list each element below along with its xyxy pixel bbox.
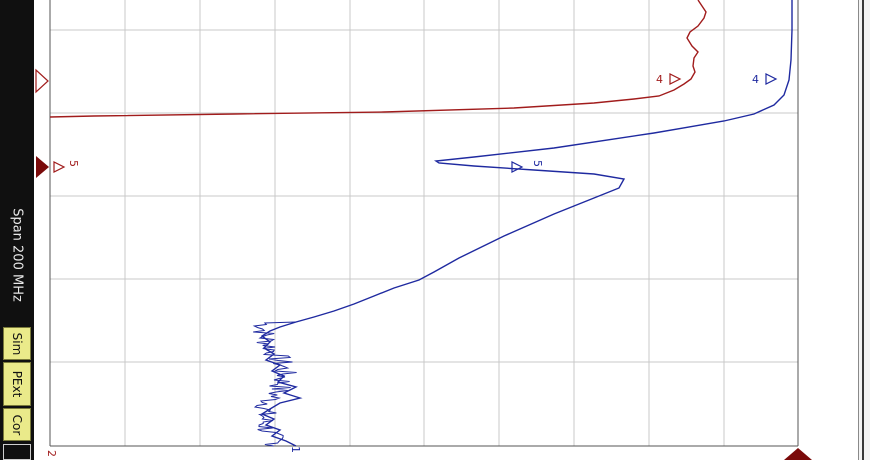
red-marker-4-label: 4 [656, 73, 663, 86]
empty-status-chip[interactable] [3, 444, 31, 460]
sim-toggle-label: Sim [10, 332, 24, 355]
trace-blue[interactable] [260, 0, 793, 447]
right-window-edge [858, 0, 870, 460]
right-edge-divider [862, 0, 864, 460]
red-marker-4[interactable]: 4 [656, 73, 682, 86]
blue-marker-4-triangle [765, 73, 778, 85]
end-marker-1-label: 1 [289, 446, 302, 453]
red-marker-4-triangle [669, 73, 682, 85]
bottom-tick-label: 2 [45, 450, 58, 457]
left-marker-5-label: 5 [67, 160, 80, 167]
left-marker-outline[interactable] [35, 68, 49, 94]
span-label: Span 200 MHz [9, 208, 25, 302]
left-marker-5[interactable]: 5 [36, 156, 80, 178]
trace-red[interactable] [49, 0, 707, 118]
left-marker-5-triangle [36, 156, 49, 178]
blue-marker-5-label: 5 [531, 160, 544, 167]
left-status-sidebar: Span 200 MHz Sim PExt Cor [0, 0, 34, 460]
pext-toggle-button[interactable]: PExt [3, 362, 31, 406]
plot-background [34, 0, 858, 460]
blue-marker-5-triangle [511, 161, 524, 173]
left-marker-5-outline [53, 161, 66, 173]
blue-marker-4-label: 4 [752, 73, 759, 86]
left-marker-outline-triangle [35, 68, 49, 94]
trace-plot[interactable]: 4 4 5 5 1 2 [34, 0, 858, 460]
sim-toggle-button[interactable]: Sim [3, 327, 31, 360]
pext-toggle-label: PExt [10, 370, 24, 398]
blue-marker-5[interactable]: 5 [511, 160, 544, 173]
bottom-right-marker[interactable] [784, 448, 812, 460]
cor-toggle-label: Cor [10, 414, 24, 435]
plot-grid [49, 0, 798, 446]
cor-toggle-button[interactable]: Cor [3, 408, 31, 441]
trace-blue-noise [252, 321, 297, 447]
blue-marker-4[interactable]: 4 [752, 73, 778, 86]
